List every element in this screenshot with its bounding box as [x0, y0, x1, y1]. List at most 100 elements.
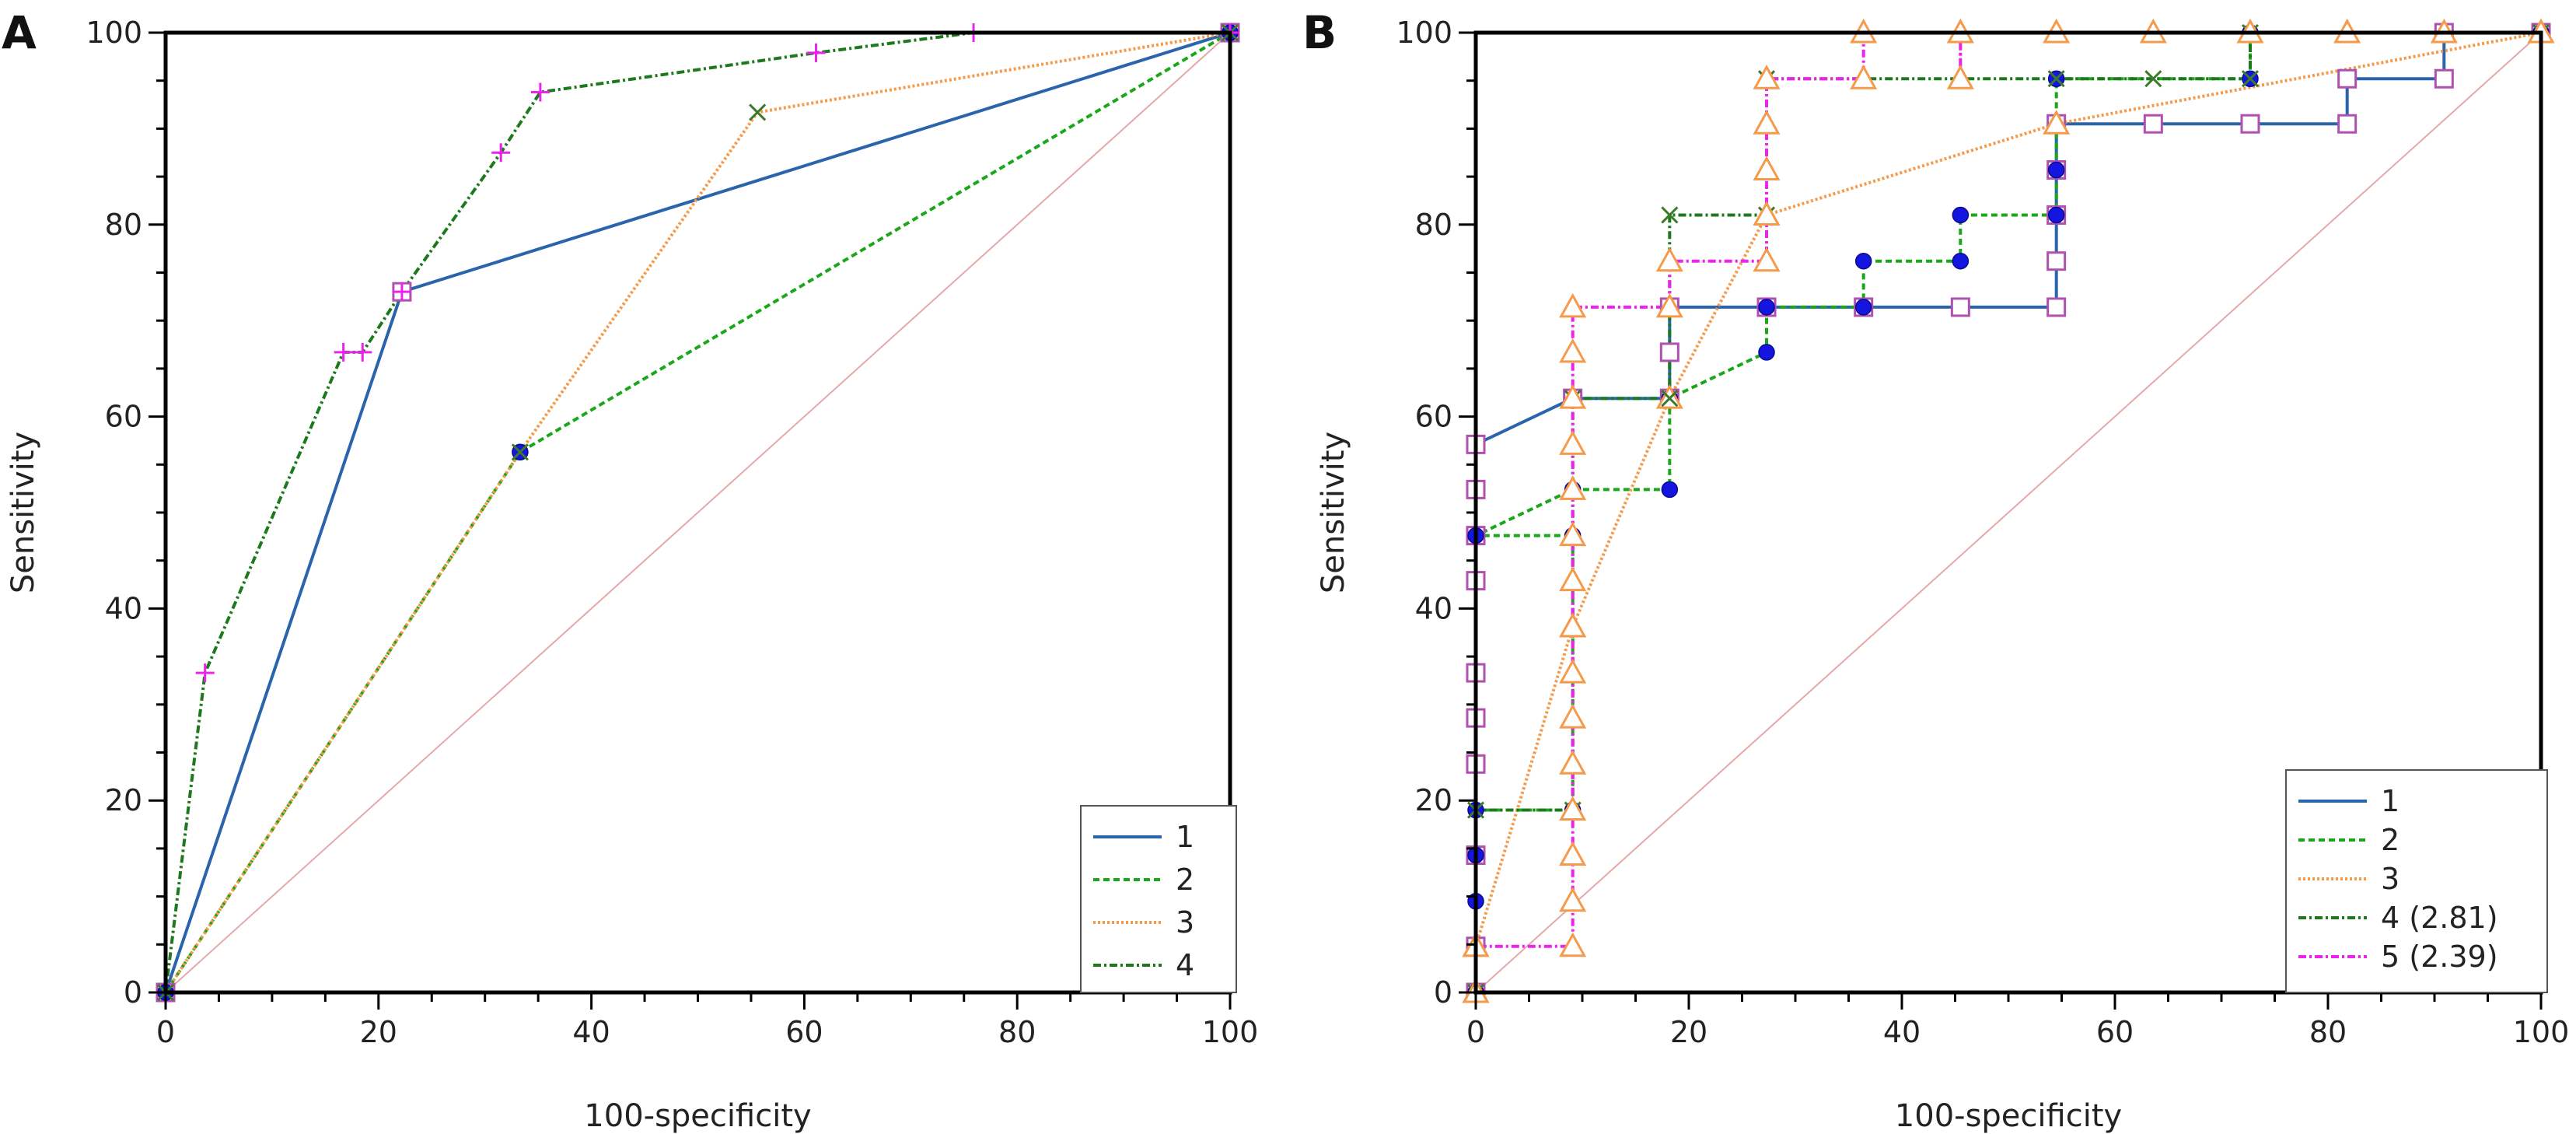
- data-point: [511, 443, 529, 461]
- data-point: [1850, 65, 1878, 89]
- legend-label: 4: [1176, 948, 1194, 982]
- x-tick-label: 80: [998, 1015, 1036, 1049]
- y-tick-label: 20: [105, 783, 142, 817]
- data-point: [1559, 703, 1587, 729]
- y-tick-label: 40: [105, 591, 142, 625]
- x-tick-label: 60: [2096, 1015, 2134, 1049]
- data-point: [1753, 247, 1781, 272]
- data-point: [2241, 70, 2260, 88]
- data-point: [1559, 384, 1587, 409]
- reference-diagonal: [165, 32, 1231, 993]
- data-point: [392, 282, 411, 302]
- data-point: [1559, 841, 1587, 866]
- data-point: [1753, 201, 1781, 226]
- data-point: [2046, 297, 2067, 317]
- data-point: [334, 342, 353, 362]
- data-point: [2143, 114, 2163, 134]
- data-point: [2434, 68, 2454, 89]
- legend-label: 4 (2.81): [2381, 901, 2498, 935]
- reference-diagonal: [1475, 32, 2542, 993]
- legend-label: 3: [2381, 862, 2399, 896]
- x-tick-label: 40: [572, 1015, 610, 1049]
- y-tick-label: 100: [86, 16, 142, 50]
- y-tick-label: 40: [1415, 591, 1452, 625]
- panel-B: B 0 20 40 60 80 100 0 20 40 60 80 100 100-specificity…: [1302, 6, 2569, 1134]
- data-point: [195, 663, 215, 683]
- data-point: [2144, 70, 2162, 88]
- legend-item: 2: [2298, 823, 2399, 857]
- data-point: [1559, 475, 1587, 500]
- legend-item: 5 (2.39): [2298, 940, 2498, 974]
- legend-item: 3: [2298, 862, 2399, 896]
- data-point: [1946, 65, 1974, 89]
- data-point: [1753, 156, 1781, 180]
- panel-A: A 0 20 40 60 80 100 0 20 40 60 80 100 100-specificity…: [2, 6, 1258, 1134]
- data-point: [2337, 114, 2358, 134]
- panel-label: B: [1302, 6, 1337, 59]
- legend-label: 1: [2381, 784, 2399, 818]
- data-point: [530, 82, 550, 102]
- y-tick-label: 60: [1415, 400, 1452, 434]
- legend-label: 2: [2381, 823, 2399, 857]
- data-point: [1661, 481, 1679, 499]
- legend-item: 3: [1093, 905, 1194, 940]
- data-point: [353, 342, 372, 362]
- data-point: [1854, 252, 1872, 270]
- legend-label: 1: [1176, 820, 1194, 854]
- data-point: [2043, 110, 2071, 135]
- data-point: [491, 143, 511, 163]
- x-axis-title: 100-specificity: [1895, 1098, 2122, 1134]
- data-point: [1854, 299, 1872, 316]
- legend-label: 3: [1176, 905, 1194, 940]
- data-point: [1758, 299, 1775, 316]
- data-point: [1559, 612, 1587, 638]
- legend-item: 4: [1093, 948, 1194, 982]
- data-point: [1559, 521, 1587, 547]
- data-point: [1559, 932, 1587, 957]
- data-point: [1559, 887, 1587, 912]
- data-point: [2047, 70, 2065, 88]
- data-point: [1758, 344, 1775, 361]
- data-point: [1661, 206, 1679, 224]
- data-point: [2240, 114, 2260, 134]
- x-tick-label: 100: [2513, 1015, 2570, 1049]
- y-tick-label: 0: [124, 975, 142, 1010]
- data-point: [1559, 796, 1587, 821]
- y-tick-label: 80: [1415, 208, 1452, 242]
- data-point: [1559, 750, 1587, 775]
- data-point: [1753, 110, 1781, 135]
- panel-label: A: [2, 6, 37, 59]
- data-point: [2046, 251, 2067, 271]
- data-point: [1655, 292, 1683, 318]
- y-tick-label: 60: [105, 400, 142, 434]
- legend-box: [2285, 769, 2548, 993]
- x-tick-label: 0: [156, 1015, 175, 1049]
- data-point: [1950, 297, 1970, 317]
- x-tick-label: 40: [1883, 1015, 1921, 1049]
- x-tick-label: 100: [1202, 1015, 1259, 1049]
- x-tick-label: 20: [1670, 1015, 1707, 1049]
- legend-item: 2: [1093, 863, 1194, 897]
- y-axis-title: Sensitivity: [1316, 432, 1351, 593]
- legend-label: 2: [1176, 863, 1194, 897]
- data-point: [1659, 342, 1679, 362]
- x-tick-label: 60: [785, 1015, 823, 1049]
- legend-label: 5 (2.39): [2381, 940, 2498, 974]
- legend: 1 2 3 4: [1080, 805, 1237, 993]
- y-tick-label: 0: [1434, 975, 1452, 1010]
- y-tick-label: 20: [1415, 783, 1452, 817]
- data-point: [1559, 338, 1587, 363]
- y-axis-title: Sensitivity: [5, 432, 41, 593]
- series-line-3: [164, 31, 1231, 994]
- x-axis-title: 100-specificity: [584, 1098, 811, 1134]
- data-point: [2337, 68, 2358, 89]
- data-point: [806, 43, 826, 62]
- x-tick-label: 20: [360, 1015, 397, 1049]
- legend-item: 1: [2298, 784, 2399, 818]
- x-tick-label: 80: [2309, 1015, 2347, 1049]
- data-point: [1559, 292, 1587, 318]
- x-tick-label: 0: [1466, 1015, 1485, 1049]
- legend-item: 1: [1093, 820, 1194, 854]
- data-point: [1559, 430, 1587, 455]
